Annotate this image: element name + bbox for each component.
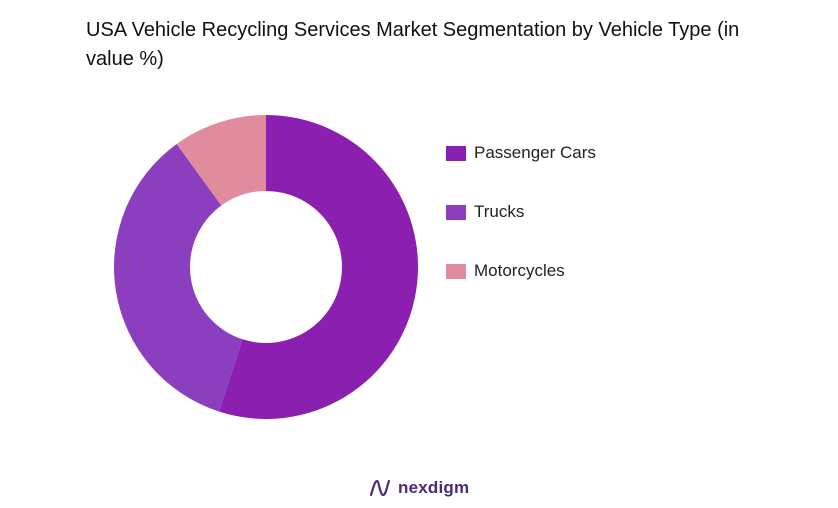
donut-slice-motorcycles (176, 115, 266, 206)
donut-slice-passenger-cars (219, 115, 419, 419)
legend-swatch-trucks (446, 204, 466, 220)
legend-swatch-passenger-cars (446, 145, 466, 161)
legend-swatch-motorcycles (446, 263, 466, 279)
chart-title: USA Vehicle Recycling Services Market Se… (86, 19, 740, 70)
legend-item-passenger-cars: Passenger Cars (446, 141, 596, 165)
legend: Passenger Cars Trucks Motorcycles (446, 141, 596, 318)
brand-logo: nexdigm (368, 476, 469, 500)
legend-item-trucks: Trucks (446, 200, 596, 224)
nexdigm-logo-icon (369, 479, 391, 497)
legend-label-trucks: Trucks (474, 202, 525, 221)
legend-item-motorcycles: Motorcycles (446, 259, 596, 283)
donut-slice-trucks (114, 144, 243, 412)
legend-label-motorcycles: Motorcycles (474, 261, 565, 280)
brand-name: nexdigm (398, 478, 470, 497)
legend-label-passenger-cars: Passenger Cars (474, 143, 596, 162)
